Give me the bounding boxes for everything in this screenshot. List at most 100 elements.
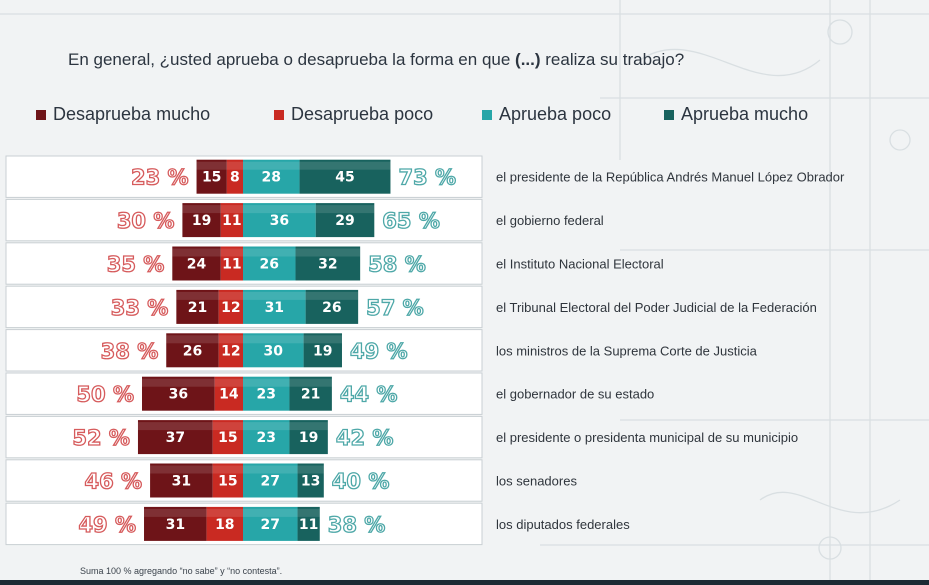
bar-aprueba-poco [243,246,296,281]
bar-highlight [218,335,243,344]
bar-value-desaprueba-poco: 14 [219,387,239,403]
bar-value-aprueba-poco: 28 [262,170,281,186]
bar-highlight [297,465,324,474]
bar-highlight [297,508,320,517]
bar-highlight [212,422,243,431]
bar-desaprueba-mucho [137,420,213,455]
footnote: Suma 100 % agregando “no sabe” y “no con… [80,566,283,576]
category-label: el Tribunal Electoral del Poder Judicial… [496,300,817,315]
total-disapprove-label: 35 % [107,253,165,277]
bar-value-aprueba-mucho: 13 [301,474,320,490]
category-label: los ministros de la Suprema Corte de Jus… [496,343,758,358]
bar-aprueba-mucho [303,333,342,368]
bar-value-desaprueba-poco: 15 [218,474,237,490]
bar-highlight [289,422,328,431]
bar-desaprueba-mucho [166,333,219,368]
bar-value-desaprueba-poco: 11 [222,257,241,273]
bar-aprueba-mucho [295,246,361,281]
bar-value-desaprueba-mucho: 24 [187,257,207,273]
total-approve-label: 40 % [332,470,390,494]
bar-value-aprueba-mucho: 45 [335,170,354,186]
bar-desaprueba-poco [212,420,243,455]
bar-aprueba-poco [243,376,290,411]
category-label: el gobierno federal [496,213,604,228]
category-label: el Instituto Nacional Electoral [496,257,664,272]
bar-desaprueba-mucho [176,289,219,324]
legend-swatch-desaprueba-mucho [36,109,46,120]
bar-desaprueba-poco [218,289,243,324]
bar-highlight [243,335,304,344]
bar-highlight [144,508,207,517]
total-approve-label: 57 % [366,296,424,320]
legend-item-aprueba-poco: Aprueba poco [482,104,611,125]
bar-highlight [243,205,316,214]
bar-highlight [243,508,298,517]
total-disapprove-label: 23 % [131,166,189,190]
bar-value-aprueba-mucho: 32 [318,257,337,273]
bar-highlight [142,378,215,387]
bar-highlight [196,161,227,170]
bar-desaprueba-mucho [172,246,221,281]
total-approve-label: 49 % [350,339,408,363]
total-disapprove-label: 52 % [72,426,130,450]
legend-label: Aprueba poco [499,104,612,124]
bar-highlight [303,335,342,344]
bar-value-desaprueba-poco: 15 [218,430,237,446]
question-title: En general, ¿usted aprueba o desaprueba … [68,50,685,69]
bar-highlight [305,291,359,300]
bar-desaprueba-mucho [142,376,215,411]
total-disapprove-label: 33 % [111,296,169,320]
bar-value-aprueba-mucho: 21 [301,387,320,403]
bar-highlight [166,335,219,344]
legend-label: Aprueba mucho [681,104,809,124]
bar-value-aprueba-mucho: 11 [299,517,318,533]
bar-highlight [243,161,300,170]
bar-aprueba-poco [243,203,316,238]
bar-aprueba-mucho [297,506,320,541]
bar-highlight [172,248,221,257]
legend-item-aprueba-mucho: Aprueba mucho [664,104,808,125]
total-approve-label: 42 % [336,426,394,450]
bar-desaprueba-mucho [150,463,213,498]
total-disapprove-label: 30 % [117,209,175,233]
bar-aprueba-poco [243,159,300,194]
bar-value-aprueba-mucho: 19 [299,430,318,446]
bar-highlight [176,291,219,300]
bar-value-desaprueba-poco: 12 [221,343,240,359]
bar-value-desaprueba-poco: 8 [230,170,240,186]
legend-item-desaprueba-poco: Desaprueba poco [274,104,433,125]
bar-value-desaprueba-mucho: 31 [172,474,191,490]
bar-value-desaprueba-mucho: 37 [166,430,185,446]
total-approve-label: 58 % [368,253,426,277]
bar-desaprueba-poco [220,246,243,281]
legend-swatch-aprueba-mucho [664,109,674,120]
bar-aprueba-poco [243,463,298,498]
bar-desaprueba-mucho [196,159,227,194]
bar-value-aprueba-poco: 27 [261,474,280,490]
total-approve-label: 44 % [340,383,398,407]
bar-value-desaprueba-mucho: 15 [202,170,221,186]
bar-aprueba-poco [243,289,306,324]
approval-chart: 15 8 28 45 23 % 73 % el presidente de la Repúb… [5,155,845,546]
bar-value-desaprueba-poco: 11 [222,213,241,229]
bar-value-aprueba-poco: 36 [270,213,289,229]
bar-highlight [218,291,243,300]
legend-item-desaprueba-mucho: Desaprueba mucho [36,104,210,125]
bottom-strip [0,580,929,585]
bar-highlight [137,422,213,431]
category-label: los senadores [496,474,577,489]
bar-value-aprueba-poco: 30 [264,343,284,359]
bar-desaprueba-poco [218,333,243,368]
bar-value-desaprueba-mucho: 36 [169,387,188,403]
bar-highlight [214,378,243,387]
bar-desaprueba-poco [226,159,243,194]
category-label: los diputados federales [496,517,630,532]
bar-value-desaprueba-poco: 12 [221,300,240,316]
category-label: el presidente de la República Andrés Man… [496,170,845,185]
bar-value-aprueba-poco: 23 [256,387,275,403]
bar-highlight [150,465,213,474]
total-approve-label: 38 % [328,513,386,537]
legend-swatch-desaprueba-poco [274,109,284,120]
bar-highlight [289,378,332,387]
